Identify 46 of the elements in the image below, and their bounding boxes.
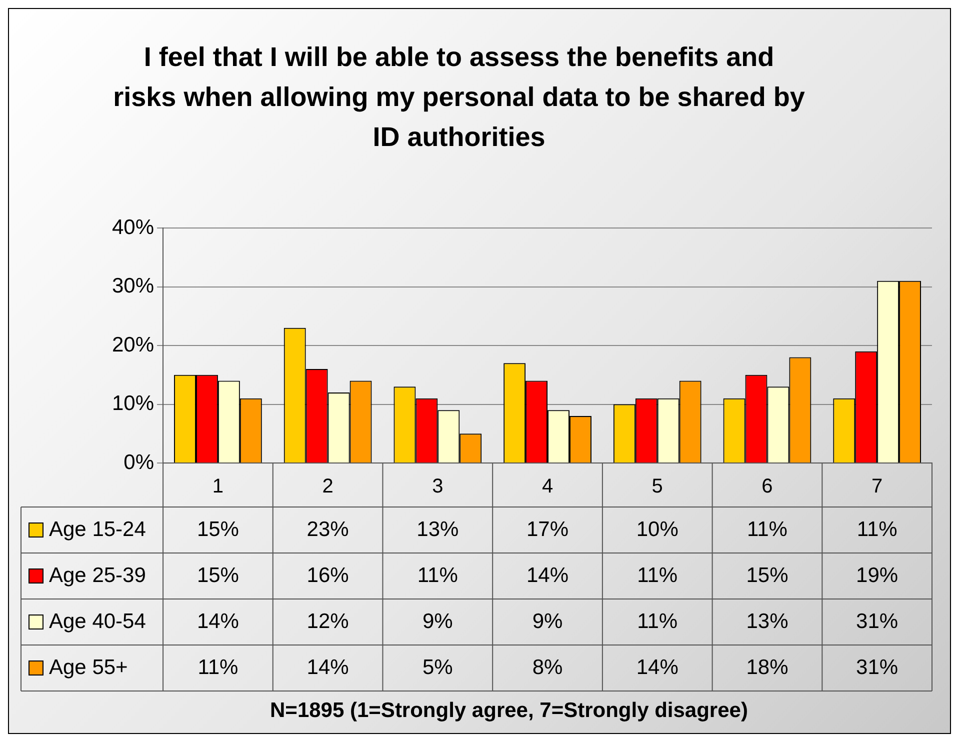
data-label: 17% <box>526 518 569 541</box>
data-label: 11% <box>198 656 238 679</box>
data-label: 23% <box>306 518 349 541</box>
data-label: 15% <box>746 564 788 587</box>
x-tick-label: 6 <box>762 476 773 498</box>
x-tick-label: 3 <box>432 476 444 498</box>
x-tick-label: 2 <box>322 476 334 498</box>
legend-label: Age 55+ <box>49 656 128 679</box>
data-label: 19% <box>856 564 898 587</box>
y-tick-label: 20% <box>112 333 154 356</box>
legend-label: Age 25-39 <box>49 564 146 587</box>
data-label: 31% <box>856 656 898 679</box>
y-tick-label: 40% <box>112 216 154 239</box>
x-tick-label: 5 <box>652 476 663 498</box>
data-label: 11% <box>637 564 678 587</box>
legend-label: Age 15-24 <box>49 518 146 541</box>
data-label: 14% <box>636 656 678 679</box>
data-label: 5% <box>422 656 453 679</box>
data-label: 15% <box>196 518 239 541</box>
data-label: 12% <box>306 610 349 633</box>
data-label: 14% <box>526 564 569 587</box>
data-label: 13% <box>746 610 788 633</box>
data-label: 9% <box>422 610 453 633</box>
data-label: 18% <box>746 656 788 679</box>
data-label: 16% <box>306 564 349 587</box>
data-label: 11% <box>746 518 788 541</box>
x-tick-label: 1 <box>212 476 224 498</box>
data-label: 11% <box>637 610 678 633</box>
data-label: 8% <box>532 656 563 679</box>
data-label: 15% <box>196 564 239 587</box>
data-label: 11% <box>417 564 458 587</box>
text: N=1895 (1=Strongly agree, 7=Strongly disagree) <box>269 699 749 723</box>
y-tick-label: 30% <box>112 274 154 298</box>
x-tick-label: 4 <box>542 476 554 498</box>
y-tick-label: 0% <box>124 450 154 474</box>
x-tick-label: 7 <box>872 476 883 498</box>
data-label: 14% <box>196 610 239 633</box>
data-label: 10% <box>636 518 678 541</box>
data-label: 13% <box>416 518 459 541</box>
data-label: 14% <box>306 656 349 679</box>
legend-label: Age 40-54 <box>49 610 146 633</box>
data-label: 9% <box>532 610 563 633</box>
data-label: 11% <box>856 518 898 541</box>
y-tick-label: 10% <box>112 392 154 416</box>
chart-title: I feel that I will be able to assess the benefits and risks when allowing my personal data to be shared by ID authorities <box>112 41 806 154</box>
data-label: 31% <box>856 610 898 633</box>
